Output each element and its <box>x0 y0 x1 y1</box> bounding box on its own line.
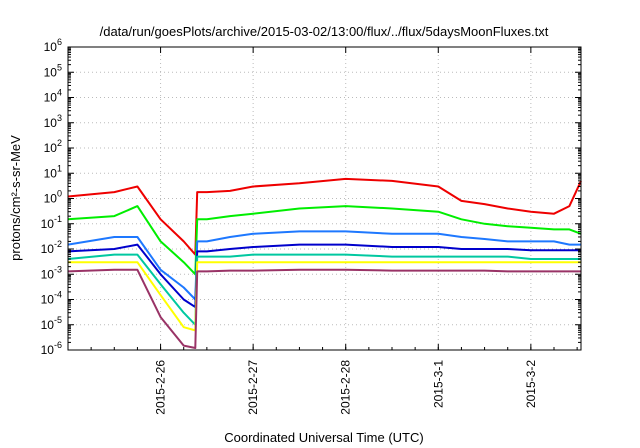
y-tick-label: 10-3 <box>41 264 62 281</box>
data-series <box>67 177 582 349</box>
y-tick-label: 105 <box>44 62 62 79</box>
y-tick-label: 100 <box>44 189 62 206</box>
y-tick-label: 10-6 <box>41 340 62 357</box>
y-tick-label: 10-5 <box>41 315 62 332</box>
y-axis-label: protons/cm²-s-sr-MeV <box>8 135 23 261</box>
series-line-1 <box>67 177 582 256</box>
x-axis-label: Coordinated Universal Time (UTC) <box>224 430 423 445</box>
y-tick-label: 102 <box>44 138 62 155</box>
series-line-2 <box>67 205 582 276</box>
y-tick-label: 101 <box>44 163 62 180</box>
y-tick-label: 10-2 <box>41 239 62 256</box>
y-tick-label: 103 <box>44 113 62 130</box>
x-tick-label: 2015-2-27 <box>246 360 260 415</box>
x-axis-ticks: 2015-2-26 2015-2-27 2015-2-28 2015-3-1 2015-… <box>67 47 578 415</box>
y-tick-label: 106 <box>44 37 62 54</box>
x-tick-label: 2015-3-1 <box>431 360 445 408</box>
series-line-3 <box>67 230 581 301</box>
series-line-5 <box>67 253 581 326</box>
y-tick-label: 104 <box>44 88 62 105</box>
x-tick-label: 2015-3-2 <box>524 360 538 408</box>
x-tick-label: 2015-2-26 <box>154 360 168 415</box>
x-tick-label: 2015-2-28 <box>339 360 353 415</box>
series-line-7 <box>67 268 581 349</box>
y-axis-ticks: 10-6 10-5 10-4 10-3 10-2 10-1 100 101 102 103 104 1… <box>41 37 581 357</box>
grid-lines <box>68 47 581 350</box>
series-line-4 <box>67 243 581 309</box>
series-line-6 <box>68 261 581 332</box>
y-tick-label: 10-1 <box>41 214 62 231</box>
y-tick-label: 10-4 <box>41 290 62 307</box>
chart-title: /data/run/goesPlots/archive/2015-03-02/1… <box>100 24 549 39</box>
